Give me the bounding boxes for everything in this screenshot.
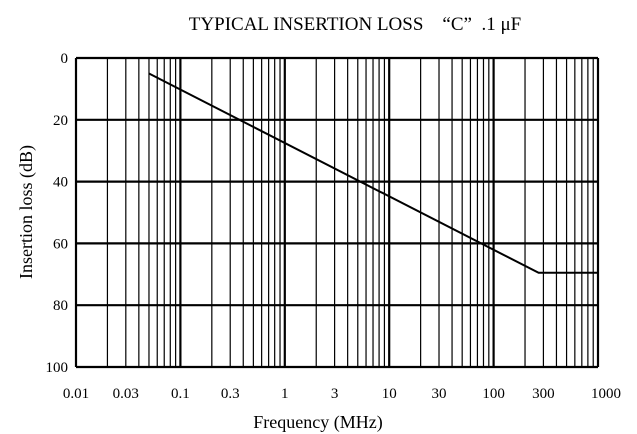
- series-layer: [148, 72, 598, 274]
- y-tick-label: 40: [53, 175, 68, 191]
- x-tick-label: 1: [281, 386, 289, 402]
- x-tick-label: 0.03: [113, 386, 139, 402]
- x-tick-label: 3: [331, 386, 339, 402]
- chart-title: TYPICAL INSERTION LOSS “C” .1 μF: [189, 14, 521, 35]
- insertion-loss-line: [148, 72, 598, 274]
- y-axis-label: Insertion loss (dB): [16, 145, 37, 279]
- x-axis-label: Frequency (MHz): [253, 412, 382, 433]
- grid: [74, 56, 600, 369]
- x-tick-label: 0.01: [63, 386, 89, 402]
- y-tick-labels: 0 20 40 60 80 100: [46, 51, 69, 376]
- x-tick-label: 300: [532, 386, 555, 402]
- y-tick-label: 0: [61, 51, 69, 67]
- x-tick-label: 0.3: [221, 386, 240, 402]
- y-tick-label: 100: [46, 360, 69, 376]
- y-tick-label: 20: [53, 113, 68, 129]
- x-tick-label: 30: [432, 386, 447, 402]
- y-tick-label: 80: [53, 298, 68, 314]
- x-tick-label: 0.1: [171, 386, 190, 402]
- x-tick-label: 10: [382, 386, 397, 402]
- y-tick-label: 60: [53, 236, 68, 252]
- x-tick-label: 1000: [591, 386, 621, 402]
- x-tick-label: 100: [482, 386, 505, 402]
- x-tick-labels: 0.01 0.03 0.1 0.3 1 3 10 30 100 300 1000: [63, 386, 621, 402]
